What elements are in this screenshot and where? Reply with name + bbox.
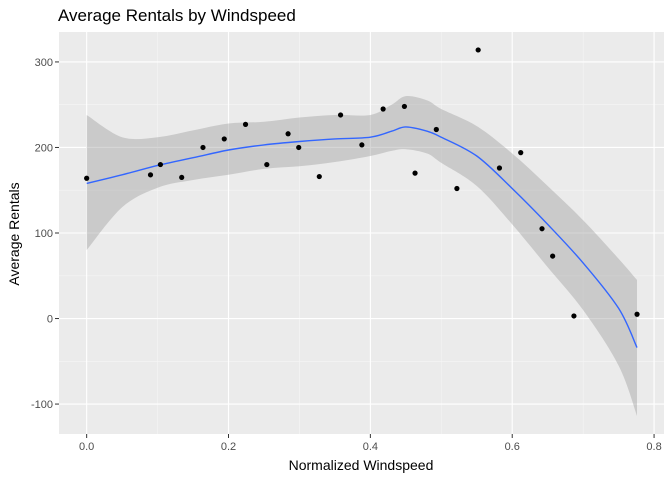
y-tick-label: -100 [31,399,53,411]
x-tick-label: 0.0 [79,441,94,453]
data-point [412,170,418,176]
data-point [401,103,408,110]
smooth-line [86,126,638,348]
data-point [264,161,270,168]
data-point [337,112,344,118]
x-axis: 0.0 0.2 0.4 0.6 0.8 [79,434,662,453]
data-point [550,253,556,259]
data-point [316,173,322,180]
data-point [518,150,524,156]
data-point [285,131,291,137]
data-point [571,313,577,319]
y-axis: -100 0 100 200 300 [31,57,59,411]
grid-major [59,32,664,434]
x-tick-label: 0.8 [646,441,661,453]
x-tick-label: 0.6 [505,441,520,453]
data-point [242,121,249,127]
data-point [296,144,302,151]
y-axis-label: Average Rentals [6,182,22,285]
data-point [84,175,90,181]
x-axis-label: Normalized Windspeed [289,457,434,473]
data-point [496,165,503,171]
data-point [634,311,640,317]
chart-title: Average Rentals by Windspeed [58,6,296,25]
data-point [179,174,185,181]
data-point [454,185,460,192]
data-point [221,136,227,142]
y-tick-label: 0 [47,314,53,326]
x-tick-label: 0.4 [363,441,378,453]
y-tick-label: 200 [35,142,53,154]
data-point [200,144,206,151]
data-point [359,142,365,148]
y-tick-label: 300 [35,57,53,69]
data-point [433,126,439,133]
data-point [475,47,481,53]
x-tick-label: 0.2 [221,441,236,453]
data-point [157,161,164,168]
y-tick-label: 100 [35,228,53,240]
scatter-points [84,47,640,319]
data-point [380,106,386,112]
data-point [539,226,545,232]
data-point [147,172,154,178]
